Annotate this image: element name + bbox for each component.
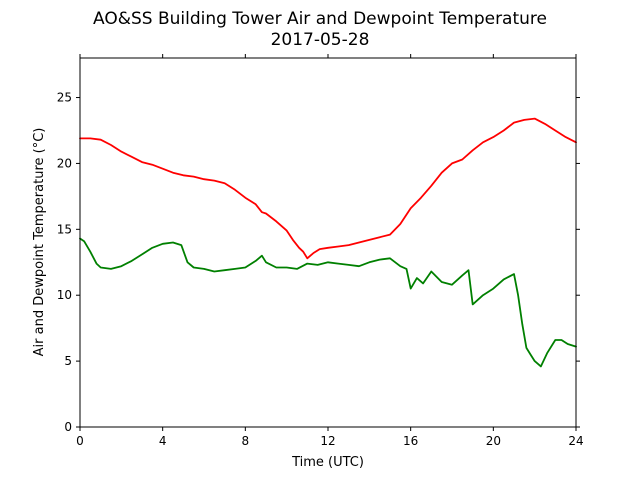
- plot-background: [80, 58, 576, 427]
- y-tick-label: 20: [57, 156, 72, 170]
- y-tick-label: 10: [57, 288, 72, 302]
- x-tick-label: 4: [159, 434, 167, 448]
- chart-subtitle: 2017-05-28: [271, 30, 370, 50]
- plot-frame: [79, 57, 577, 428]
- x-tick-label: 24: [568, 434, 583, 448]
- axis-ticks: 0 4 8 12 16 20 24 0 5 10 15 20 25: [57, 54, 584, 448]
- y-tick-label: 5: [64, 354, 72, 368]
- y-tick-label: 0: [64, 420, 72, 434]
- chart-title: AO&SS Building Tower Air and Dewpoint Te…: [93, 9, 547, 29]
- series-group: [79, 117, 577, 368]
- x-tick-label: 16: [403, 434, 418, 448]
- x-tick-label: 20: [486, 434, 501, 448]
- y-tick-label: 25: [57, 91, 72, 105]
- y-axis-label: Air and Dewpoint Temperature (°C): [32, 128, 47, 357]
- air-temperature-line: [79, 117, 577, 260]
- x-tick-label: 0: [76, 434, 84, 448]
- x-axis-label: Time (UTC): [291, 455, 364, 470]
- x-tick-label: 8: [242, 434, 250, 448]
- dewpoint-temperature-line: [79, 237, 577, 368]
- x-tick-label: 12: [320, 434, 335, 448]
- y-tick-label: 15: [57, 222, 72, 236]
